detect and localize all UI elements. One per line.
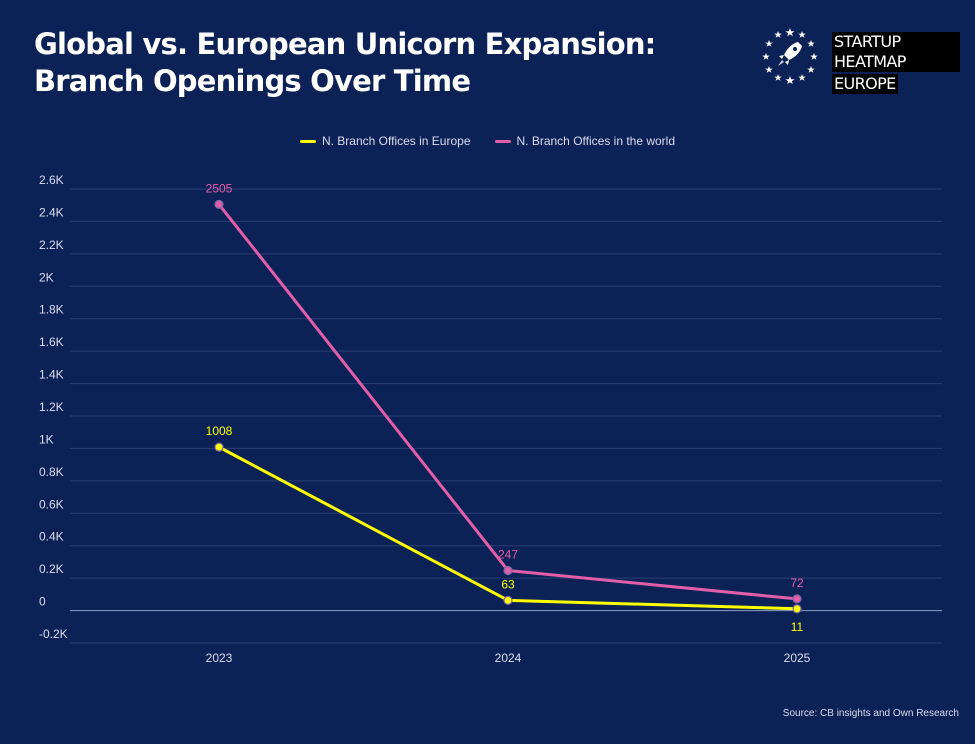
y-tick-label: 2.6K bbox=[39, 173, 64, 187]
legend-label-europe: N. Branch Offices in Europe bbox=[321, 134, 471, 148]
legend-label-world: N. Branch Offices in the world bbox=[516, 134, 676, 148]
data-label: 63 bbox=[501, 577, 515, 591]
y-tick-label: 0.2K bbox=[39, 562, 64, 576]
chart-title: Global vs. European Unicorn Expansion: B… bbox=[34, 27, 656, 98]
y-tick-label: 0 bbox=[39, 595, 46, 609]
legend-swatch-world bbox=[494, 139, 511, 143]
y-tick-label: 1.8K bbox=[39, 303, 64, 317]
x-tick-label: 2024 bbox=[495, 651, 522, 665]
logo-wordmark: STARTUP HEATMAP EUROPE bbox=[832, 32, 960, 94]
data-point bbox=[214, 442, 224, 452]
logo-line-startup-heatmap: STARTUP HEATMAP bbox=[832, 32, 960, 72]
series-line-world bbox=[217, 202, 799, 601]
data-label: 72 bbox=[790, 576, 804, 590]
logo-line-europe: EUROPE bbox=[832, 74, 898, 94]
data-label: 2505 bbox=[206, 181, 233, 195]
source-note: Source: CB insights and Own Research bbox=[782, 708, 959, 719]
y-tick-label: 1.6K bbox=[39, 335, 64, 349]
data-point bbox=[792, 604, 802, 614]
y-tick-label: 2.2K bbox=[39, 238, 64, 252]
y-tick-label: 1K bbox=[39, 432, 54, 446]
legend-swatch-europe bbox=[299, 139, 316, 143]
x-tick-label: 2025 bbox=[784, 651, 811, 665]
y-tick-label: 1.4K bbox=[39, 368, 64, 382]
y-tick-label: 2.4K bbox=[39, 205, 64, 219]
legend-item-europe[interactable]: N. Branch Offices in Europe bbox=[299, 134, 471, 148]
legend-item-world[interactable]: N. Branch Offices in the world bbox=[494, 134, 676, 148]
y-tick-label: -0.2K bbox=[39, 627, 68, 641]
data-point bbox=[503, 595, 513, 605]
data-point bbox=[503, 565, 513, 576]
y-tick-label: 2K bbox=[39, 270, 54, 284]
y-tick-label: 0.4K bbox=[39, 530, 64, 544]
data-label: 1008 bbox=[206, 424, 233, 438]
data-label: 11 bbox=[791, 620, 804, 634]
x-tick-label: 2023 bbox=[206, 651, 233, 665]
data-point bbox=[214, 199, 224, 210]
y-tick-label: 1.2K bbox=[39, 400, 64, 414]
chart-legend: N. Branch Offices in Europe N. Branch Of… bbox=[0, 134, 975, 148]
data-point bbox=[792, 594, 802, 604]
rocket-stars-logo-icon bbox=[762, 28, 818, 84]
y-tick-label: 0.6K bbox=[39, 497, 64, 511]
y-tick-label: 0.8K bbox=[39, 465, 64, 479]
data-label: 247 bbox=[498, 548, 518, 562]
startup-heatmap-logo: STARTUP HEATMAP EUROPE bbox=[760, 24, 960, 94]
